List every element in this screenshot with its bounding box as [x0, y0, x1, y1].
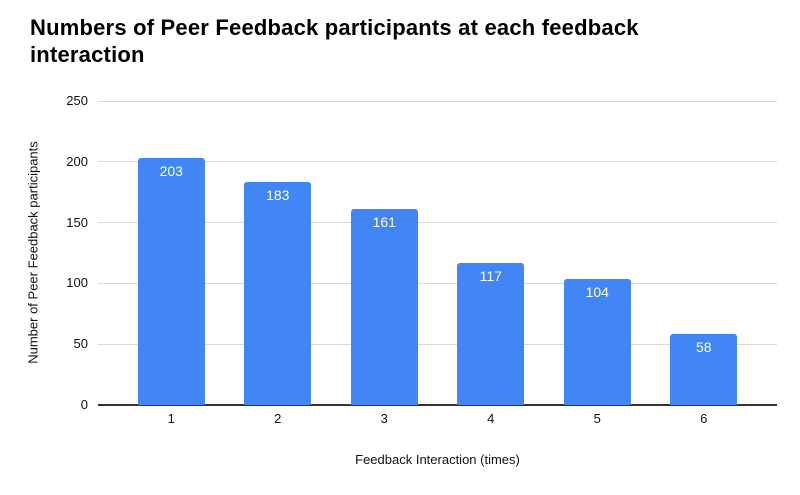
x-tick-label-1: 1 [167, 411, 175, 426]
chart-title-line2: interaction [30, 42, 145, 67]
y-axis-title: Number of Peer Feedback participants [25, 141, 41, 364]
y-tick-label-200: 200 [66, 153, 88, 169]
bar-value-label: 104 [585, 283, 609, 300]
x-axis-title: Feedback Interaction (times) [355, 452, 520, 467]
y-tick-label-50: 50 [73, 336, 88, 352]
x-tick-label-6: 6 [700, 411, 708, 426]
y-tick-label-150: 150 [66, 214, 88, 230]
bar-category-1: 203 [137, 158, 205, 405]
bar-value-label: 117 [479, 267, 502, 284]
bar-category-6: 58 [670, 334, 738, 405]
y-tick-label-0: 0 [80, 397, 88, 412]
plot-area: 203 183 161 117 104 58 [98, 100, 777, 406]
y-tick-label-100: 100 [66, 275, 88, 291]
chart-title-line1: Numbers of Peer Feedback participants at… [30, 15, 639, 40]
bar-category-3: 161 [350, 209, 418, 405]
bar-value-label: 58 [695, 339, 712, 356]
gridline-150 [98, 222, 777, 224]
gridline-250 [98, 100, 777, 102]
gridline-100 [98, 282, 777, 284]
bar-value-label: 203 [159, 163, 183, 180]
gridline-50 [98, 343, 777, 345]
bar-value-label: 161 [372, 214, 396, 231]
bar-category-4: 117 [457, 262, 525, 405]
x-axis-line [98, 404, 777, 406]
bar-value-label: 183 [266, 187, 290, 204]
x-tick-label-2: 2 [274, 411, 282, 426]
bar-category-5: 104 [563, 278, 631, 405]
chart-title: Numbers of Peer Feedback participants at… [30, 14, 639, 68]
x-tick-label-5: 5 [593, 411, 601, 426]
bar-category-2: 183 [244, 182, 312, 405]
x-tick-label-4: 4 [487, 411, 495, 426]
y-tick-label-250: 250 [66, 93, 88, 108]
x-tick-label-3: 3 [380, 411, 388, 426]
gridline-200 [98, 161, 777, 163]
